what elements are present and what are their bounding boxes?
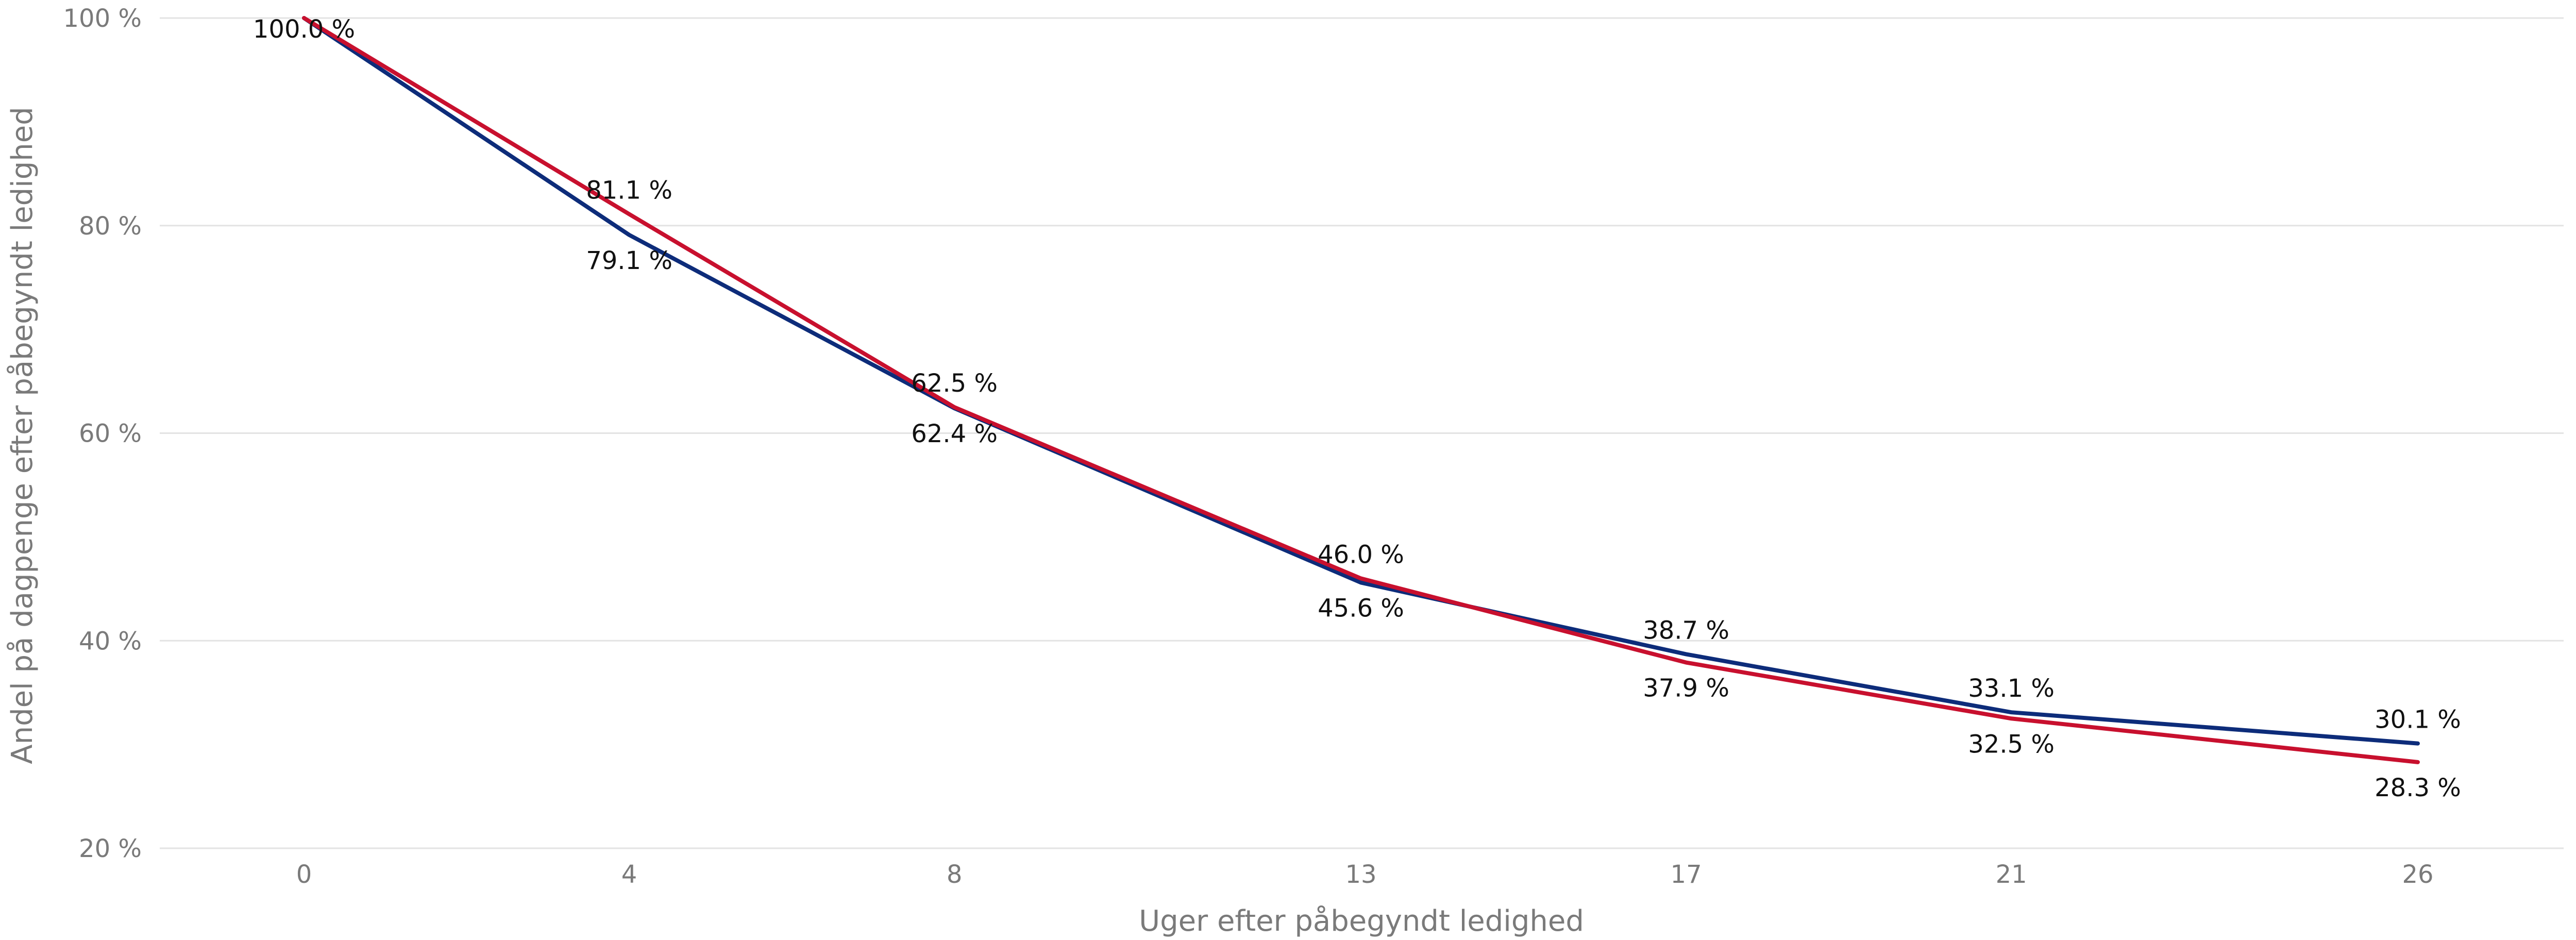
y-tick-label: 60 % xyxy=(79,419,142,448)
data-label: 45.6 % xyxy=(1318,594,1404,623)
data-label: 28.3 % xyxy=(2375,774,2461,802)
x-tick-label: 13 xyxy=(1345,860,1376,889)
x-axis-title: Uger efter påbegyndt ledighed xyxy=(1139,904,1584,938)
data-labels: 100.0 % 79.1 % 81.1 % 62.4 % 62.5 % 45.6 % 46.… xyxy=(253,15,2461,802)
y-axis-title: Andel på dagpenge efter påbegyndt ledigh… xyxy=(6,107,39,764)
data-label: 30.1 % xyxy=(2375,706,2461,734)
data-label: 38.7 % xyxy=(1643,616,1729,645)
y-axis-ticks: 20 % 40 % 60 % 80 % 100 % xyxy=(63,4,142,863)
data-label: 33.1 % xyxy=(1968,674,2055,703)
x-tick-label: 0 xyxy=(296,860,312,889)
data-label: 32.5 % xyxy=(1968,730,2055,759)
x-axis-ticks: 0 4 8 13 17 21 26 xyxy=(296,860,2434,889)
y-tick-label: 40 % xyxy=(79,627,142,656)
data-label: 37.9 % xyxy=(1643,674,1729,703)
data-label: 46.0 % xyxy=(1318,540,1404,569)
y-tick-label: 80 % xyxy=(79,212,142,241)
gridlines xyxy=(160,17,2564,849)
series-line-1 xyxy=(302,16,2420,746)
x-tick-label: 26 xyxy=(2402,860,2433,889)
x-tick-label: 17 xyxy=(1671,860,1702,889)
data-label: 100.0 % xyxy=(253,15,355,44)
series-line-2 xyxy=(302,16,2420,764)
x-tick-label: 8 xyxy=(947,860,963,889)
series-lines xyxy=(302,16,2420,764)
x-tick-label: 21 xyxy=(1996,860,2027,889)
y-tick-label: 100 % xyxy=(63,4,142,33)
data-label: 79.1 % xyxy=(586,246,672,275)
data-label: 81.1 % xyxy=(586,176,672,205)
data-label: 62.5 % xyxy=(911,369,998,398)
x-tick-label: 4 xyxy=(621,860,637,889)
data-label: 62.4 % xyxy=(911,419,998,448)
y-tick-label: 20 % xyxy=(79,834,142,863)
